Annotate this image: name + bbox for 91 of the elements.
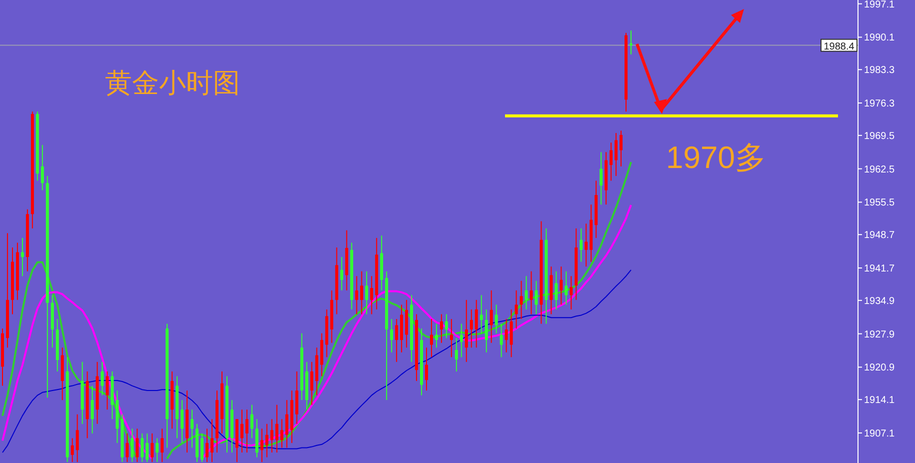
candlestick: [20, 237, 24, 277]
candlestick: [480, 294, 483, 334]
candlestick: [494, 304, 498, 334]
y-tick-label: 1914.1: [864, 395, 896, 406]
candlestick: [76, 414, 79, 463]
candlestick: [200, 432, 204, 463]
candlestick: [510, 308, 513, 358]
candlestick: [310, 361, 314, 406]
candlestick: [504, 318, 508, 353]
candlestick: [136, 428, 139, 463]
y-tick-label: 1955.5: [864, 198, 896, 209]
candlestick: [140, 432, 144, 463]
candlestick: [584, 223, 588, 268]
candlestick: [444, 314, 448, 339]
candlestick: [580, 228, 583, 262]
candlestick: [160, 428, 164, 463]
y-tick-label: 1983.3: [864, 65, 896, 76]
candlestick: [630, 30, 633, 55]
candlestick: [534, 280, 538, 315]
candlestick: [180, 400, 184, 444]
y-tick-label: 1976.3: [864, 98, 896, 110]
candlestick: [210, 418, 214, 463]
candlestick: [530, 270, 533, 315]
candlestick: [434, 323, 438, 348]
candlestick: [340, 256, 344, 291]
candlestick: [270, 418, 274, 454]
candlestick: [454, 338, 458, 372]
candlestick: [360, 270, 364, 315]
candlestick: [470, 308, 473, 348]
candlestick: [474, 299, 478, 348]
candlestick: [600, 152, 603, 206]
y-tick-label: 1969.5: [864, 130, 896, 142]
candlestick: [146, 432, 149, 463]
line-series: [2, 269, 632, 453]
candlestick: [260, 428, 264, 463]
candlestick: [250, 404, 254, 439]
candlestick: [365, 270, 368, 315]
candlestick: [425, 347, 428, 392]
candlestick: [295, 370, 298, 424]
y-tick-label: 1920.9: [864, 362, 896, 374]
candlestick: [156, 438, 159, 463]
y-tick-label: 1934.9: [864, 296, 896, 307]
candlestick: [460, 323, 463, 358]
candlestick: [40, 144, 44, 191]
candlestick: [560, 266, 563, 306]
candlestick: [100, 361, 104, 396]
candlestick: [90, 385, 94, 434]
candlestick: [240, 409, 244, 454]
ref-line-label: 1988.4: [824, 41, 855, 52]
candlestick: [370, 276, 374, 315]
candlestick: [285, 400, 288, 448]
candlestick: [275, 404, 278, 454]
candlestick: [490, 290, 493, 344]
candlestick: [280, 418, 284, 448]
candlestick: [440, 314, 443, 344]
candlestick: [514, 290, 518, 330]
y-tick-label: 1907.1: [864, 428, 896, 440]
candlestick: [130, 428, 134, 463]
y-tick-label: 1927.9: [864, 329, 896, 340]
candlestick: [106, 370, 109, 410]
candlestick: [520, 280, 523, 320]
candlestick: [610, 142, 613, 182]
candlestick: [255, 418, 258, 458]
y-tick-label: 1941.7: [864, 263, 896, 274]
candlestick: [614, 132, 618, 176]
candlestick: [126, 432, 129, 463]
text: 黄金小时图: [105, 68, 240, 98]
candlestick: [150, 432, 154, 463]
candlestick: [450, 318, 453, 358]
y-tick-label: 1997.1: [864, 0, 896, 10]
candlestick: [554, 270, 558, 310]
annotation: 1970多: [666, 140, 766, 175]
candlestick: [500, 323, 503, 358]
candlestick: [355, 276, 358, 315]
candlestick: [464, 299, 468, 362]
candlestick: [524, 276, 528, 310]
candlestick: [564, 270, 568, 306]
y-tick-label: 1962.5: [864, 164, 896, 176]
candlestick: [390, 318, 394, 353]
y-tick-label: 1990.1: [864, 32, 896, 44]
candlestick: [430, 318, 433, 358]
candlestick: [484, 308, 488, 353]
candlestick: [265, 423, 268, 458]
candlestick: [245, 409, 248, 454]
candlestick: [395, 318, 398, 362]
candlestick: [206, 428, 209, 463]
candlestick: [70, 438, 74, 463]
candlestick: [190, 409, 194, 448]
candlestick: [620, 130, 623, 167]
candlestick: [570, 276, 573, 310]
y-tick-label: 1948.7: [864, 230, 896, 242]
